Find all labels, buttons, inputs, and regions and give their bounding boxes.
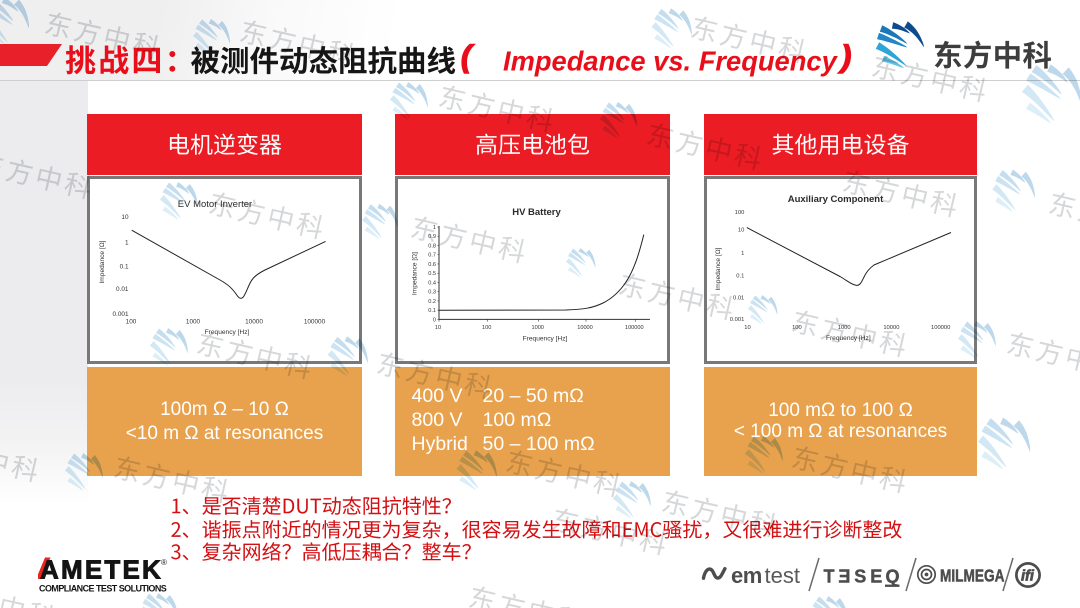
svg-text:Impedance [Ω]: Impedance [Ω] — [412, 252, 419, 295]
svg-text:0.3: 0.3 — [428, 290, 436, 296]
svg-text:0.1: 0.1 — [428, 308, 436, 314]
svg-text:10000: 10000 — [245, 319, 263, 326]
svg-text:100000: 100000 — [931, 325, 950, 331]
svg-text:em: em — [731, 563, 762, 588]
svg-text:0: 0 — [433, 317, 436, 323]
svg-text:TƎSE: TƎSE — [824, 567, 887, 587]
svg-text:100: 100 — [126, 319, 137, 326]
svg-text:100000: 100000 — [304, 319, 326, 326]
svg-text:100: 100 — [482, 325, 491, 331]
svg-text:1000: 1000 — [838, 325, 851, 331]
svg-text:Q: Q — [886, 567, 900, 587]
svg-text:Auxiliary Component: Auxiliary Component — [788, 194, 884, 205]
svg-text:100: 100 — [735, 210, 745, 216]
svg-text:10000: 10000 — [883, 325, 899, 331]
svg-text:100: 100 — [792, 325, 802, 331]
svg-text:1: 1 — [741, 251, 744, 257]
svg-text:HV Battery: HV Battery — [512, 207, 561, 218]
svg-text:10: 10 — [121, 214, 129, 221]
svg-text:0.8: 0.8 — [428, 243, 436, 249]
svg-text:MILMEGA: MILMEGA — [940, 567, 1004, 586]
svg-text:0.6: 0.6 — [428, 262, 436, 268]
svg-text:Frequency [Hz]: Frequency [Hz] — [205, 329, 250, 336]
svg-text:Impedance [Ω]: Impedance [Ω] — [99, 240, 106, 283]
svg-text:Frequency [Hz]: Frequency [Hz] — [826, 335, 871, 342]
svg-text:ifi: ifi — [1021, 569, 1035, 585]
svg-text:0.1: 0.1 — [736, 274, 744, 280]
svg-text:Impedance [Ω]: Impedance [Ω] — [715, 247, 722, 290]
svg-text:0.1: 0.1 — [120, 264, 129, 271]
svg-text:0.001: 0.001 — [730, 317, 745, 323]
svg-text:10000: 10000 — [577, 325, 593, 331]
svg-text:1: 1 — [433, 225, 436, 231]
svg-text:0.7: 0.7 — [428, 253, 436, 259]
svg-text:0.5: 0.5 — [428, 271, 436, 277]
svg-text:1000: 1000 — [186, 319, 201, 326]
svg-text:100000: 100000 — [625, 325, 644, 331]
svg-text:EV Motor Inverter: EV Motor Inverter — [178, 199, 252, 210]
svg-text:10: 10 — [738, 228, 744, 234]
svg-text:COMPLIANCE TEST SOLUTIONS: COMPLIANCE TEST SOLUTIONS — [39, 584, 167, 594]
svg-text:0.01: 0.01 — [116, 286, 129, 293]
svg-text:test: test — [765, 563, 800, 588]
svg-text:0.01: 0.01 — [733, 295, 744, 301]
svg-text:): ) — [838, 39, 851, 74]
svg-text:Frequency [Hz]: Frequency [Hz] — [523, 336, 568, 343]
svg-text:10: 10 — [435, 325, 441, 331]
svg-text:Impedance vs. Frequency: Impedance vs. Frequency — [503, 46, 839, 77]
svg-text:0.4: 0.4 — [428, 280, 436, 286]
svg-text:(: ( — [461, 39, 475, 74]
svg-text:AMETEK: AMETEK — [40, 555, 163, 585]
svg-text:0.001: 0.001 — [113, 311, 129, 318]
svg-text:1000: 1000 — [531, 325, 543, 331]
svg-text:10: 10 — [744, 325, 750, 331]
svg-text:0.9: 0.9 — [428, 234, 436, 240]
svg-text:0.2: 0.2 — [428, 299, 436, 305]
svg-text:®: ® — [161, 558, 167, 567]
svg-text:1: 1 — [125, 239, 129, 246]
